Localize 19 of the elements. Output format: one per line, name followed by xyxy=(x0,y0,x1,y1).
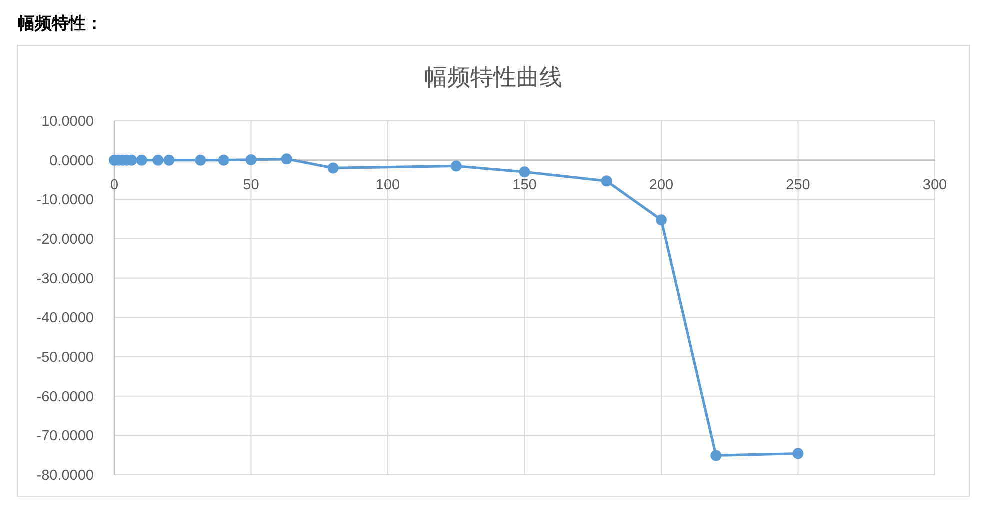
x-tick-label: 150 xyxy=(512,177,537,194)
y-tick-label: 10.0000 xyxy=(42,114,94,130)
y-tick-label: -70.0000 xyxy=(36,428,94,445)
title: 幅频特性曲线 xyxy=(424,64,562,90)
y-tick-label: -40.0000 xyxy=(36,310,94,327)
x-tick-label: 250 xyxy=(786,177,810,194)
y-tick-label: -20.0000 xyxy=(36,232,94,248)
x-tick-label: 200 xyxy=(649,177,674,194)
x-tick-label: 300 xyxy=(922,177,948,194)
x-tick-label: 100 xyxy=(376,177,400,194)
y-tick-label: 0.0000 xyxy=(50,153,94,170)
y-tick-label: -10.0000 xyxy=(36,192,94,209)
x-tick-label: 0 xyxy=(110,177,119,194)
y-tick-label: -50.0000 xyxy=(36,350,94,366)
y-tick-label: -30.0000 xyxy=(36,271,94,288)
x-tick-label: 50 xyxy=(243,177,260,194)
y-tick-label: -60.0000 xyxy=(36,389,94,406)
y-tick-label: -80.0000 xyxy=(36,468,94,484)
annotations: 幅频特性： xyxy=(18,14,103,33)
